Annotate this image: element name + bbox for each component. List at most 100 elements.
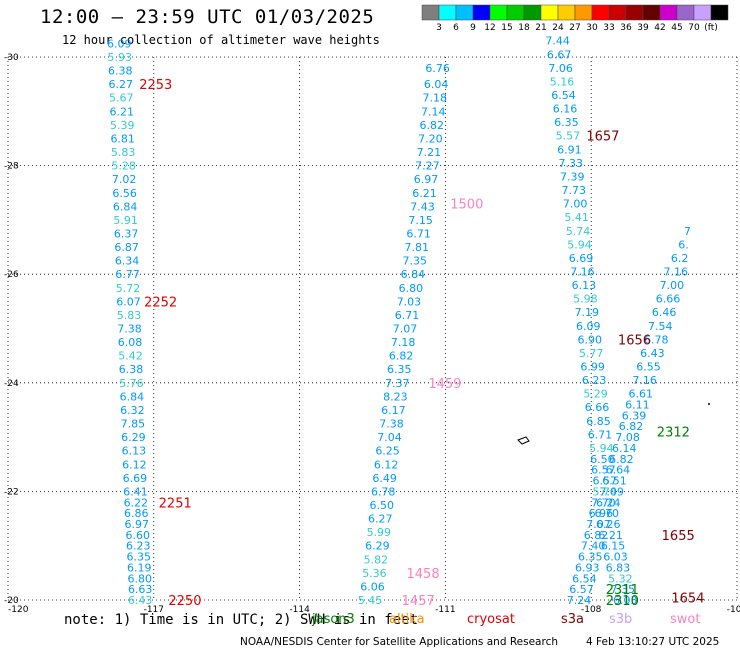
- wave-height-label: 6.91: [557, 143, 582, 156]
- wave-height-label: 5.36: [362, 567, 387, 580]
- wave-height-label: 6.93: [575, 561, 600, 574]
- wave-height-label: 6.26: [596, 518, 621, 531]
- colorbar-label: 36: [620, 23, 632, 33]
- wave-height-label: 6.19: [127, 561, 152, 574]
- wave-height-label: 6.90: [577, 333, 602, 346]
- island-outline: [517, 436, 530, 445]
- wave-height-label: 6.13: [122, 445, 147, 458]
- y-tick-label: -30: [4, 53, 19, 63]
- satellite-legend-s3a: s3a: [561, 612, 585, 627]
- wave-height-label: 6.27: [368, 513, 393, 526]
- wave-height-label: 7.40: [581, 540, 606, 553]
- wave-height-label: 7.27: [415, 160, 440, 173]
- wave-height-label: 7.20: [418, 132, 443, 145]
- wave-height-label: 7.73: [561, 184, 586, 197]
- wave-height-label: 6.2: [671, 252, 689, 265]
- time-annotation: 2250: [168, 594, 201, 609]
- wave-height-label: 5.94: [589, 442, 614, 455]
- wave-height-label: 6.12: [122, 458, 147, 471]
- wave-height-label: 5.16: [550, 75, 575, 88]
- wave-height-label: 6.57: [591, 464, 616, 477]
- wave-height-label: 6.27: [109, 78, 134, 91]
- wave-height-label: 7.04: [377, 431, 402, 444]
- wave-height-label: 6.84: [401, 268, 426, 281]
- wave-height-label: 7.16: [570, 265, 595, 278]
- wave-height-label: 7.06: [548, 62, 573, 75]
- colorbar-label: (ft): [704, 23, 718, 33]
- wave-height-label: 6.81: [110, 132, 135, 145]
- satellite-legend-s3b: s3b: [609, 612, 633, 627]
- satellite-legend-altika: altika: [389, 612, 425, 627]
- wave-height-label: 6.63: [128, 583, 153, 596]
- wave-height-label: 5.91: [113, 214, 138, 227]
- wave-height-label: 6.16: [553, 103, 578, 116]
- wave-height-label: 6.35: [554, 116, 579, 129]
- wave-height-label: 7.16: [632, 374, 657, 387]
- colorbar-label: 24: [552, 23, 564, 33]
- wave-height-label: 7.03: [397, 295, 422, 308]
- wave-height-label: 6.41: [123, 485, 148, 498]
- wave-height-label: 7.21: [417, 146, 442, 159]
- colorbar-label: 21: [535, 23, 546, 33]
- satellite-legend-jason3: jason3: [312, 612, 355, 627]
- wave-height-label: 6.76: [425, 62, 450, 75]
- wave-height-label: 6.38: [119, 363, 144, 376]
- wave-height-label: 6.25: [375, 445, 400, 458]
- wave-height-label: 5.39: [110, 119, 135, 132]
- time-annotation: 1458: [407, 567, 440, 582]
- wave-height-label: 6.67: [547, 48, 572, 61]
- wave-height-label: 5.67: [109, 92, 134, 105]
- island-dot: [708, 403, 710, 405]
- x-tick-label: -114: [289, 605, 310, 615]
- wave-height-label: 6.50: [369, 499, 394, 512]
- wave-height-label: 5.74: [593, 485, 618, 498]
- wave-height-label: 6.82: [609, 453, 634, 466]
- colorbar-label: 45: [671, 23, 682, 33]
- wave-height-label: 7.00: [563, 198, 588, 211]
- wave-height-label: 5.77: [579, 347, 604, 360]
- wave-height-label: 6.64: [606, 464, 631, 477]
- wave-height-label: 7.16: [664, 265, 689, 278]
- wave-height-label: 7.02: [112, 173, 137, 186]
- wave-height-label: 6.51: [602, 475, 627, 488]
- satellite-legend-swot: swot: [670, 612, 701, 627]
- x-tick-label: -108: [581, 605, 602, 615]
- time-annotation: 1500: [450, 198, 483, 213]
- series-track-d: 6.037.355.326.836.036.156.216.266.706.24…: [595, 225, 691, 607]
- wave-height-label: 5.42: [118, 350, 143, 363]
- wave-height-label: 6.03: [613, 594, 638, 607]
- wave-height-label: 6.: [678, 238, 689, 251]
- wave-height-label: 5.32: [608, 572, 633, 585]
- credit-text: NOAA/NESDIS Center for Satellite Applica…: [240, 636, 558, 648]
- wave-height-label: 6.50: [590, 453, 615, 466]
- wave-height-label: 5.72: [116, 282, 141, 295]
- wave-height-label: 7.35: [403, 255, 428, 268]
- wave-height-label: 6.39: [622, 409, 647, 422]
- wave-height-label: 6.77: [115, 268, 140, 281]
- wave-height-label: 6.55: [636, 361, 661, 374]
- wave-height-label: 6.15: [601, 540, 626, 553]
- wave-height-label: 6.66: [585, 401, 610, 414]
- wave-height-label: 6.32: [120, 404, 145, 417]
- wave-height-label: 6.22: [124, 496, 149, 509]
- wave-height-label: 7.07: [586, 518, 611, 531]
- wave-height-label: 7.18: [391, 336, 416, 349]
- wave-height-label: 7.38: [379, 418, 404, 431]
- wave-height-label: 7.00: [660, 279, 685, 292]
- wave-height-label: 5.76: [119, 377, 144, 390]
- colorbar-label: 42: [654, 23, 665, 33]
- colorbar-label: 6: [453, 23, 459, 33]
- y-tick-label: -22: [4, 487, 19, 497]
- series-track-a: 6.436.636.806.196.356.236.606.976.866.22…: [107, 37, 152, 607]
- x-tick-label: -120: [8, 605, 29, 615]
- wave-height-label: 6.12: [374, 458, 399, 471]
- wave-height-label: 5.57: [556, 130, 581, 143]
- colorbar-label: 33: [603, 23, 614, 33]
- colorbar-label: 3: [436, 23, 442, 33]
- wave-height-label: 7.43: [410, 200, 435, 213]
- wave-height-label: 6.34: [115, 255, 140, 268]
- wave-height-label: 7.81: [404, 241, 429, 254]
- wave-height-label: 7.24: [567, 594, 592, 607]
- wave-height-label: 7.18: [422, 92, 447, 105]
- wave-height-label: 5.94: [567, 238, 592, 251]
